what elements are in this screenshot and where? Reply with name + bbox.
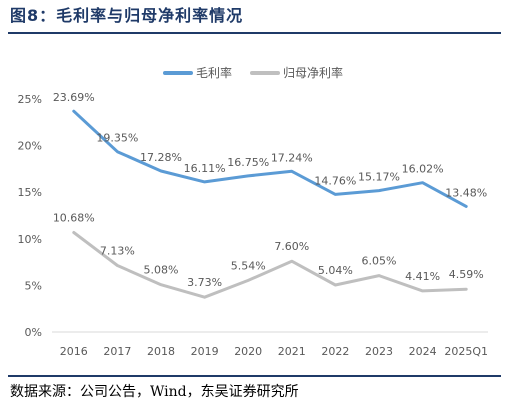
data-label: 4.41% bbox=[405, 270, 440, 283]
title-divider bbox=[8, 32, 501, 34]
data-label: 15.17% bbox=[358, 171, 400, 184]
y-tick-label: 0% bbox=[25, 326, 42, 339]
x-tick-label: 2018 bbox=[147, 345, 175, 358]
y-tick-label: 5% bbox=[25, 279, 42, 292]
data-label: 14.76% bbox=[314, 174, 356, 187]
y-tick-label: 15% bbox=[18, 186, 42, 199]
data-label: 4.59% bbox=[449, 268, 484, 281]
data-label: 16.02% bbox=[402, 163, 444, 176]
data-label: 6.05% bbox=[362, 255, 397, 268]
x-tick-label: 2016 bbox=[60, 345, 88, 358]
data-label: 16.11% bbox=[184, 162, 226, 175]
x-tick-label: 2024 bbox=[409, 345, 437, 358]
y-tick-label: 10% bbox=[18, 233, 42, 246]
data-label: 5.08% bbox=[144, 264, 179, 277]
data-label: 16.75% bbox=[227, 156, 269, 169]
x-tick-label: 2021 bbox=[278, 345, 306, 358]
x-tick-label: 2020 bbox=[234, 345, 262, 358]
series-line bbox=[72, 231, 468, 299]
data-label: 13.48% bbox=[445, 186, 487, 199]
data-label: 7.13% bbox=[100, 245, 135, 258]
data-label: 5.54% bbox=[231, 259, 266, 272]
x-tick-label: 2019 bbox=[191, 345, 219, 358]
data-label: 17.28% bbox=[140, 151, 182, 164]
data-label: 7.60% bbox=[274, 240, 309, 253]
source-divider bbox=[8, 375, 501, 377]
data-label: 19.35% bbox=[96, 132, 138, 145]
legend-label: 归母净利率 bbox=[283, 65, 343, 80]
data-label: 3.73% bbox=[187, 276, 222, 289]
x-tick-label: 2022 bbox=[321, 345, 349, 358]
series-line bbox=[72, 109, 468, 208]
x-tick-label: 2023 bbox=[365, 345, 393, 358]
legend-label: 毛利率 bbox=[196, 65, 232, 80]
data-label: 23.69% bbox=[53, 91, 95, 104]
figure-title: 图8：毛利率与归母净利率情况 bbox=[10, 6, 244, 25]
source-note: 数据来源：公司公告，Wind，东吴证券研究所 bbox=[10, 384, 299, 400]
x-tick-label: 2017 bbox=[103, 345, 131, 358]
data-label: 5.04% bbox=[318, 264, 353, 277]
y-tick-label: 20% bbox=[18, 140, 42, 153]
x-tick-label: 2025Q1 bbox=[444, 345, 488, 358]
y-tick-label: 25% bbox=[18, 93, 42, 106]
data-label: 10.68% bbox=[53, 211, 95, 224]
data-label: 17.24% bbox=[271, 151, 313, 164]
